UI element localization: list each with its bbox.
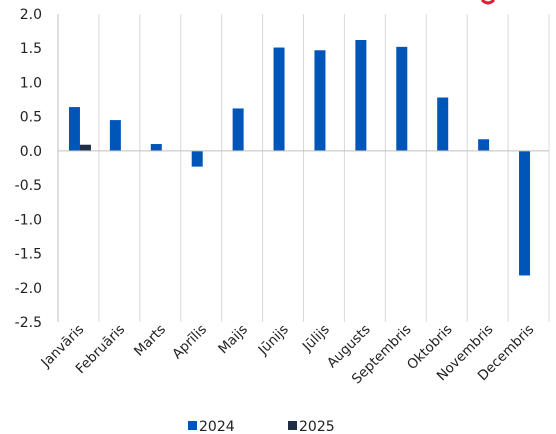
y-tick-label: -2.5 [15,315,42,331]
bar-2024-Oktobris [437,97,449,151]
legend-label-2025: 2025 [299,419,335,434]
y-tick-label: 1.0 [20,75,42,91]
legend-label-2024: 2024 [199,419,235,434]
bar-2024-Marts [150,144,162,151]
bar-2024-Jūlijs [314,50,326,151]
y-tick-label: -0.5 [15,178,42,194]
x-category-label: Maijs [215,322,251,358]
bars [68,40,531,276]
y-tick-label: -1.0 [15,212,42,228]
bar-2024-Janvāris [68,107,80,151]
y-tick-label: 2.0 [20,7,42,23]
y-axis: 2.0 1.5 1.0 0.5 0.0 -0.5 -1.0 -1.5 -2.0 -2.5 [15,7,59,331]
bar-2024-Decembris [519,150,531,276]
legend: 2024 2025 [188,419,335,434]
x-category-label: Marts [131,322,169,360]
bar-2024-Jūnijs [273,47,285,151]
bar-2024-Maijs [232,108,244,151]
x-category-label: Jūnijs [255,322,292,359]
legend-swatch-2025 [288,421,297,430]
y-tick-label: 0.5 [20,110,42,126]
bar-2024-Novembris [478,139,490,151]
y-tick-label: -2.0 [15,281,42,297]
y-tick-label: -1.5 [15,247,42,263]
bar-2025-Janvāris [79,144,91,151]
category-gridlines [98,14,550,322]
legend-swatch-2024 [188,421,197,430]
bar-2024-Augusts [355,40,367,151]
x-category-label: Aprīlis [169,322,210,363]
bar-2024-Septembris [396,46,408,151]
y-tick-label: 1.5 [20,41,42,57]
bar-2024-Februāris [109,120,121,151]
y-tick-label: 0.0 [20,144,42,160]
bar-2024-Aprīlis [191,150,203,167]
x-category-label: Jūlijs [299,322,333,356]
partial-logo-mark [480,0,496,5]
